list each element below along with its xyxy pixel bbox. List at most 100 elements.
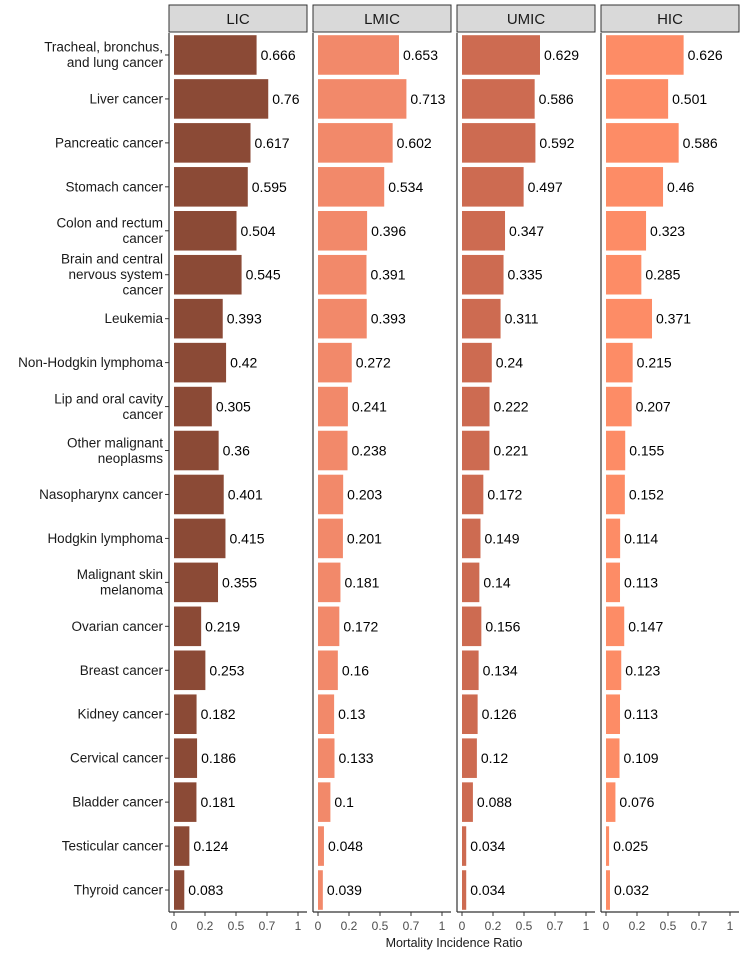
value-label: 0.025 bbox=[613, 838, 648, 854]
bar bbox=[462, 167, 524, 207]
bar bbox=[318, 342, 352, 383]
x-tick-label: 0.5 bbox=[516, 919, 533, 933]
category-label: Pancreatic cancer bbox=[55, 135, 164, 150]
facet-title: UMIC bbox=[507, 11, 545, 28]
category-label: Other malignant neoplasms bbox=[67, 435, 163, 466]
value-label: 0.393 bbox=[371, 311, 406, 327]
x-tick-label: 0 bbox=[459, 919, 466, 933]
value-label: 0.396 bbox=[371, 223, 406, 239]
value-label: 0.504 bbox=[240, 223, 275, 239]
category-label-line: cancer bbox=[122, 407, 163, 422]
bar bbox=[318, 123, 393, 163]
category-label-line: Cervical cancer bbox=[70, 751, 164, 766]
category-label: Thyroid cancer bbox=[74, 883, 164, 898]
bar bbox=[606, 782, 616, 822]
value-label: 0.207 bbox=[636, 399, 671, 415]
bar bbox=[174, 826, 190, 866]
x-tick-label: 0.2 bbox=[485, 919, 502, 933]
category-label-line: cancer bbox=[122, 231, 163, 246]
value-label: 0.152 bbox=[629, 486, 664, 502]
value-label: 0.653 bbox=[403, 47, 438, 63]
x-tick-label: 1 bbox=[727, 919, 734, 933]
value-label: 0.182 bbox=[201, 706, 236, 722]
value-label: 0.46 bbox=[667, 179, 694, 195]
value-label: 0.592 bbox=[539, 135, 574, 151]
category-label: Nasopharynx cancer bbox=[39, 487, 163, 502]
category-label-line: Tracheal, bronchus, bbox=[44, 40, 163, 55]
x-tick-label: 0.5 bbox=[660, 919, 677, 933]
bar bbox=[606, 518, 621, 559]
value-label: 0.203 bbox=[347, 486, 382, 502]
value-label: 0.253 bbox=[209, 662, 244, 678]
category-label-line: Malignant skin bbox=[77, 567, 163, 582]
facet-title: HIC bbox=[657, 11, 683, 28]
bar bbox=[462, 606, 482, 647]
bar bbox=[318, 298, 367, 339]
value-label: 0.109 bbox=[624, 750, 659, 766]
bar bbox=[318, 79, 407, 119]
value-label: 0.713 bbox=[410, 91, 445, 107]
value-label: 0.666 bbox=[261, 47, 296, 63]
value-label: 0.545 bbox=[246, 267, 281, 283]
category-label-line: melanoma bbox=[100, 583, 164, 598]
value-label: 0.371 bbox=[656, 311, 691, 327]
bar bbox=[174, 167, 248, 207]
value-label: 0.241 bbox=[352, 399, 387, 415]
x-tick-label: 0 bbox=[603, 919, 610, 933]
x-tick-label: 1 bbox=[583, 919, 590, 933]
x-tick-label: 1 bbox=[439, 919, 446, 933]
value-label: 0.149 bbox=[484, 530, 519, 546]
value-label: 0.393 bbox=[227, 311, 262, 327]
value-label: 0.595 bbox=[252, 179, 287, 195]
bar bbox=[318, 606, 340, 647]
category-label: Kidney cancer bbox=[77, 707, 163, 722]
bar bbox=[462, 298, 501, 339]
value-label: 0.602 bbox=[397, 135, 432, 151]
bar bbox=[606, 870, 610, 910]
value-label: 0.034 bbox=[470, 838, 505, 854]
category-label-line: Stomach cancer bbox=[65, 179, 163, 194]
value-label: 0.501 bbox=[672, 91, 707, 107]
x-tick-label: 0.7 bbox=[547, 919, 564, 933]
category-label-line: Bladder cancer bbox=[72, 795, 163, 810]
bar bbox=[606, 79, 669, 119]
facet-title: LMIC bbox=[364, 11, 400, 28]
bar bbox=[174, 562, 219, 603]
value-label: 0.186 bbox=[201, 750, 236, 766]
value-label: 0.113 bbox=[624, 574, 658, 590]
value-label: 0.534 bbox=[388, 179, 423, 195]
bar bbox=[606, 694, 621, 735]
bar bbox=[174, 870, 185, 910]
value-label: 0.181 bbox=[200, 794, 235, 810]
x-axis-title: Mortality Incidence Ratio bbox=[386, 936, 523, 950]
x-tick-label: 0.2 bbox=[197, 919, 214, 933]
value-label: 0.126 bbox=[482, 706, 517, 722]
facet-strip bbox=[600, 4, 740, 33]
value-label: 0.083 bbox=[188, 882, 223, 898]
category-label: Leukemia bbox=[104, 311, 163, 326]
category-label: Non-Hodgkin lymphoma bbox=[18, 355, 163, 370]
category-label-line: cancer bbox=[122, 283, 163, 298]
category-label-line: Nasopharynx cancer bbox=[39, 487, 163, 502]
value-label: 0.076 bbox=[619, 794, 654, 810]
value-label: 0.305 bbox=[216, 399, 251, 415]
bar bbox=[318, 430, 348, 471]
category-label: Colon and rectum cancer bbox=[56, 216, 163, 247]
category-label: Brain and central nervous system cancer bbox=[61, 252, 164, 298]
value-label: 0.039 bbox=[327, 882, 362, 898]
bar bbox=[174, 254, 242, 295]
value-label: 0.155 bbox=[629, 443, 664, 459]
bar bbox=[606, 35, 684, 75]
category-label-line: Thyroid cancer bbox=[74, 883, 164, 898]
category-label: Breast cancer bbox=[80, 663, 164, 678]
category-label: Testicular cancer bbox=[62, 839, 164, 854]
bar bbox=[606, 826, 610, 866]
bar bbox=[606, 738, 620, 778]
x-tick-label: 0.2 bbox=[629, 919, 646, 933]
x-tick-label: 0.7 bbox=[259, 919, 276, 933]
bar bbox=[462, 35, 540, 75]
bar bbox=[318, 694, 335, 735]
x-tick-label: 0 bbox=[315, 919, 322, 933]
category-label-line: Colon and rectum bbox=[56, 216, 163, 231]
category-label-line: Non-Hodgkin lymphoma bbox=[18, 355, 163, 370]
